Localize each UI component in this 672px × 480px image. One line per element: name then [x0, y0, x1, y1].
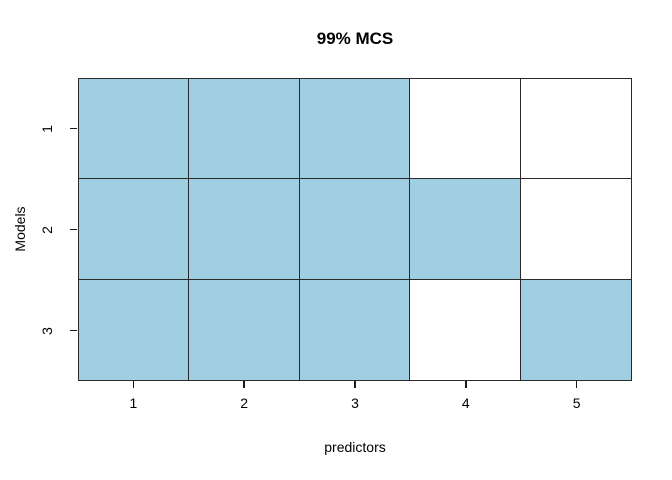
- y-tick-mark: [69, 228, 77, 231]
- matrix-cell: [189, 79, 300, 180]
- x-tick-label: 1: [129, 395, 138, 411]
- x-tick-mark: [354, 381, 356, 388]
- x-tick-mark: [465, 381, 467, 388]
- matrix-cell: [410, 279, 521, 380]
- y-axis-label: Models: [12, 206, 28, 252]
- matrix-cell: [79, 279, 190, 380]
- matrix-cell: [410, 79, 521, 180]
- matrix-cell: [299, 79, 411, 180]
- x-axis-label: predictors: [324, 439, 386, 455]
- matrix-cell: [520, 279, 631, 380]
- matrix-cell: [189, 279, 300, 380]
- matrix-cell: [189, 179, 300, 280]
- x-tick-label: 2: [240, 395, 249, 411]
- x-tick-mark: [575, 381, 578, 388]
- x-tick-mark: [132, 381, 135, 388]
- y-tick-label: 1: [39, 124, 55, 133]
- y-tick-label: 2: [39, 225, 55, 234]
- chart-title: 99% MCS: [316, 29, 394, 48]
- matrix-cell: [299, 279, 411, 380]
- y-tick-mark: [69, 329, 77, 332]
- matrix-cell: [520, 79, 631, 180]
- plot-grid: [78, 78, 632, 381]
- matrix-cell: [410, 179, 521, 280]
- x-tick-label: 4: [461, 395, 470, 411]
- y-tick-label: 3: [39, 326, 55, 335]
- y-tick-mark: [69, 127, 77, 130]
- matrix-cell: [79, 79, 190, 180]
- x-tick-label: 3: [351, 395, 359, 411]
- x-tick-label: 5: [572, 395, 581, 411]
- matrix-cell: [299, 179, 411, 280]
- matrix-cell: [79, 179, 190, 280]
- matrix-cell: [520, 179, 631, 280]
- x-tick-mark: [243, 381, 245, 388]
